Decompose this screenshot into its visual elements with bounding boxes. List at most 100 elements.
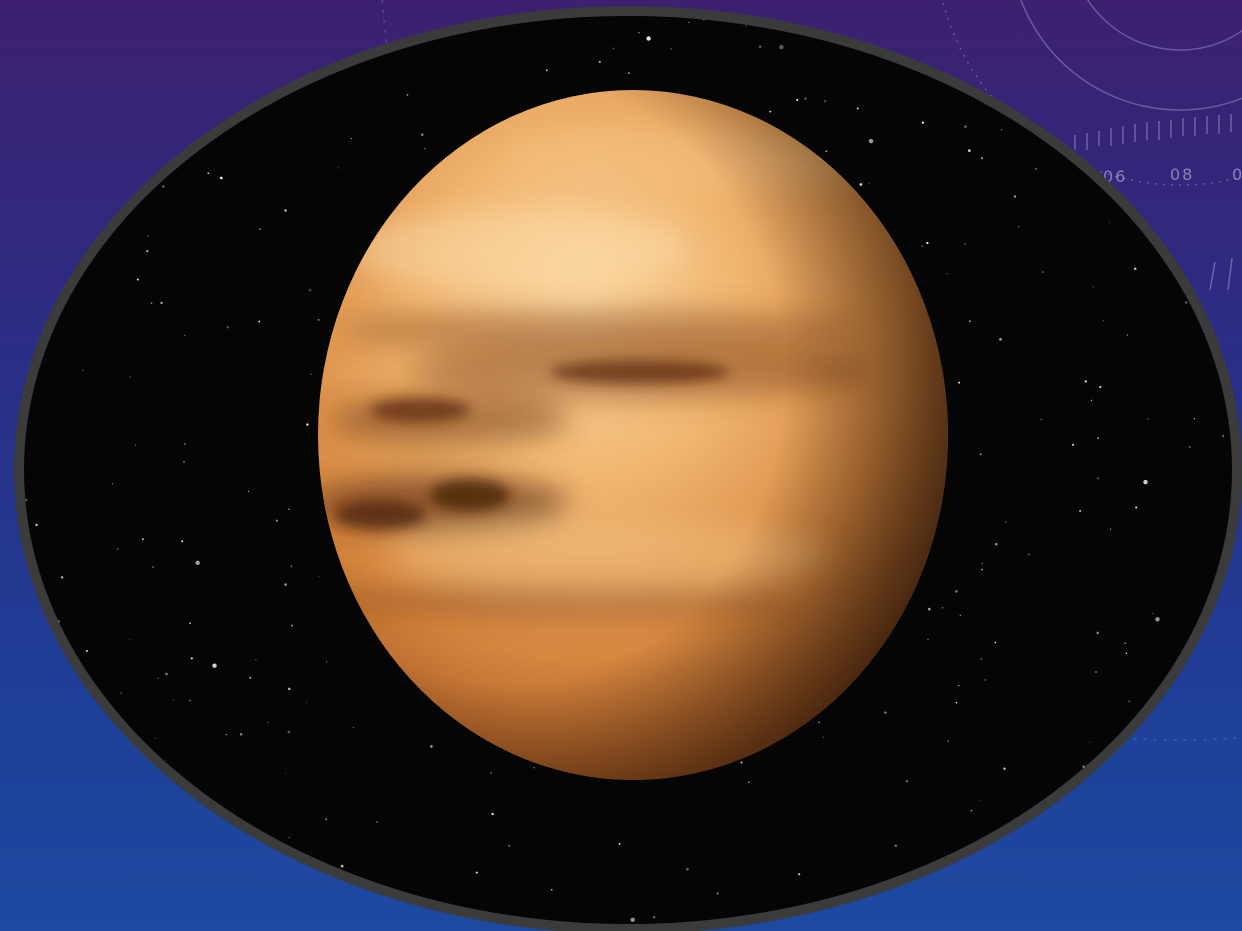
star	[146, 250, 149, 253]
star	[921, 245, 924, 248]
star	[102, 62, 104, 65]
star	[1230, 870, 1232, 873]
star	[0, 292, 2, 294]
star	[1099, 385, 1102, 389]
star	[79, 917, 84, 923]
star	[290, 565, 293, 568]
star	[152, 108, 155, 111]
star	[927, 638, 929, 640]
star	[1133, 267, 1137, 270]
star	[195, 560, 200, 565]
star	[1078, 821, 1081, 824]
star	[796, 98, 799, 102]
star	[970, 809, 973, 812]
star	[1188, 446, 1191, 448]
star	[1230, 105, 1232, 108]
star	[976, 42, 979, 46]
star	[956, 900, 959, 903]
star	[115, 83, 119, 86]
star	[337, 167, 340, 169]
star	[1230, 145, 1232, 151]
star	[1092, 286, 1094, 288]
star	[1108, 221, 1110, 223]
star	[254, 6, 256, 8]
star	[1126, 182, 1129, 185]
star	[287, 687, 291, 691]
star	[306, 701, 308, 704]
star	[29, 139, 32, 142]
star	[490, 772, 492, 774]
star	[545, 69, 548, 72]
star	[1210, 894, 1215, 899]
star	[941, 878, 943, 881]
star	[165, 759, 167, 761]
star	[822, 736, 824, 738]
star	[941, 607, 944, 609]
star	[364, 919, 368, 922]
star	[350, 137, 352, 140]
star	[17, 735, 21, 739]
star	[52, 636, 54, 638]
star	[204, 0, 205, 1]
star	[141, 538, 144, 541]
star	[1126, 334, 1128, 336]
star	[1177, 219, 1180, 222]
star	[856, 107, 859, 110]
star	[406, 94, 409, 96]
star	[226, 326, 230, 329]
star	[291, 624, 293, 627]
star	[82, 369, 84, 371]
star	[183, 334, 186, 337]
star	[491, 812, 494, 816]
star	[868, 138, 874, 144]
star	[670, 48, 672, 50]
star	[35, 523, 38, 527]
star	[340, 864, 344, 868]
star	[1109, 528, 1112, 530]
star	[1147, 418, 1150, 420]
star	[120, 692, 123, 695]
star	[85, 649, 88, 653]
star	[41, 774, 43, 777]
star	[964, 243, 967, 245]
star	[5, 469, 6, 470]
star	[1166, 150, 1168, 153]
star	[308, 288, 312, 292]
star	[57, 713, 59, 715]
star	[958, 381, 961, 384]
star	[979, 799, 981, 801]
star	[1138, 26, 1140, 28]
star	[1028, 900, 1031, 903]
star	[1027, 553, 1030, 556]
star	[991, 865, 993, 868]
star	[100, 133, 103, 135]
dial-ring-inner	[1086, 0, 1242, 51]
star	[963, 904, 965, 906]
star	[284, 583, 287, 586]
star	[1097, 477, 1099, 480]
star	[225, 733, 227, 736]
star	[1111, 912, 1113, 914]
venus-planet	[318, 90, 948, 780]
star	[24, 287, 25, 289]
star	[259, 228, 261, 230]
star	[612, 47, 615, 50]
star	[687, 21, 690, 24]
star	[716, 892, 719, 895]
star	[818, 721, 820, 724]
star	[758, 45, 762, 48]
star	[60, 576, 64, 579]
star	[1136, 179, 1139, 182]
star	[686, 867, 689, 871]
star	[955, 701, 958, 704]
star	[913, 33, 915, 35]
star	[133, 146, 135, 148]
star	[101, 53, 105, 56]
star	[79, 126, 82, 129]
star	[995, 542, 998, 546]
star	[1140, 88, 1143, 92]
star	[159, 100, 162, 103]
star	[207, 172, 210, 175]
star	[894, 844, 898, 848]
star	[122, 81, 125, 84]
